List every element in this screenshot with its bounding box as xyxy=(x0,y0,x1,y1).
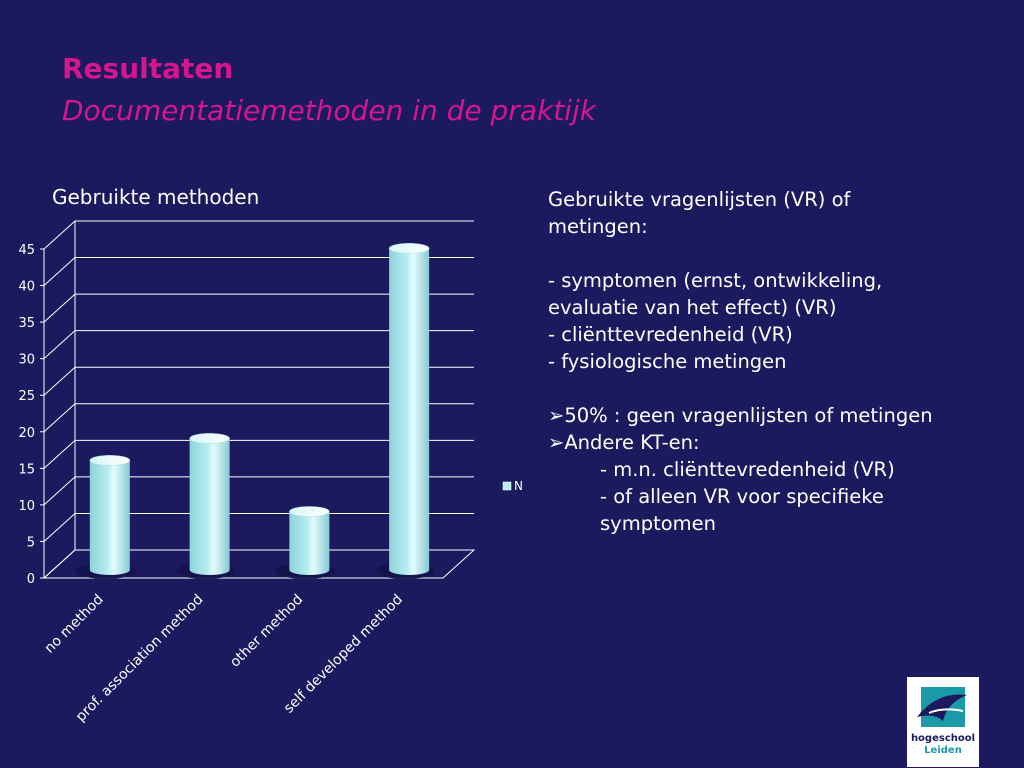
y-tick-label: 15 xyxy=(18,462,35,477)
legend-swatch xyxy=(502,481,512,491)
bar-top xyxy=(289,506,330,517)
y-tick-label: 35 xyxy=(18,316,35,331)
text-panel: Gebruikte vragenlijsten (VR) of metingen:… xyxy=(548,186,1018,537)
text-line: ➢50% : geen vragenlijsten of metingen xyxy=(548,404,933,427)
side-gridline xyxy=(43,403,76,433)
y-tick-label: 5 xyxy=(27,535,35,550)
text-spacer xyxy=(548,240,1018,267)
side-gridline xyxy=(43,220,76,250)
bar xyxy=(89,460,130,575)
school-logo: hogeschool Leiden xyxy=(907,677,979,767)
text-spacer xyxy=(548,375,1018,402)
text-line: metingen: xyxy=(548,215,648,238)
y-tick-label: 40 xyxy=(18,280,35,295)
side-gridline xyxy=(43,476,76,506)
logo-text-leiden: Leiden xyxy=(924,745,962,756)
y-tick-label: 30 xyxy=(18,353,35,368)
bar-top xyxy=(89,455,131,466)
logo-text-hogeschool: hogeschool xyxy=(910,733,976,744)
bar-top xyxy=(388,243,430,254)
chart-title: Gebruikte methoden xyxy=(52,185,260,209)
text-line: - symptomen (ernst, ontwikkeling, xyxy=(548,269,883,292)
text-line: evaluatie van het effect) (VR) xyxy=(548,296,837,319)
text-line: symptomen xyxy=(600,512,717,535)
logo-emblem-icon xyxy=(917,687,967,727)
slide-title: Resultaten xyxy=(62,52,234,85)
side-gridline xyxy=(43,293,76,323)
text-line: - cliënttevredenheid (VR) xyxy=(548,323,793,346)
x-tick-label: other method xyxy=(227,592,306,671)
text-line: ➢Andere KT-en: xyxy=(548,431,700,454)
side-gridline xyxy=(43,257,76,286)
y-tick-label: 25 xyxy=(18,389,35,404)
y-tick-label: 10 xyxy=(18,499,35,514)
y-tick-label: 0 xyxy=(27,572,35,587)
text-line: Gebruikte vragenlijsten (VR) of xyxy=(548,188,851,211)
legend-label: N xyxy=(514,479,523,493)
slide-subtitle: Documentatiemethoden in de praktijk xyxy=(62,94,596,127)
y-tick-label: 20 xyxy=(18,426,35,441)
side-gridline xyxy=(43,513,76,542)
bar xyxy=(189,438,230,575)
x-tick-label: self developed method xyxy=(281,592,406,717)
bar-top xyxy=(189,433,230,444)
side-gridline xyxy=(43,330,76,360)
side-gridline xyxy=(43,366,76,396)
text-line: - m.n. cliënttevredenheid (VR) xyxy=(600,458,895,481)
text-line: - of alleen VR voor specifieke xyxy=(600,485,884,508)
x-tick-label: no method xyxy=(42,592,107,657)
bar xyxy=(389,248,430,576)
chart-legend: N xyxy=(502,479,523,493)
y-tick-label: 45 xyxy=(18,243,35,258)
text-line: - fysiologische metingen xyxy=(548,350,787,373)
side-gridline xyxy=(43,439,76,469)
bar xyxy=(289,511,330,575)
